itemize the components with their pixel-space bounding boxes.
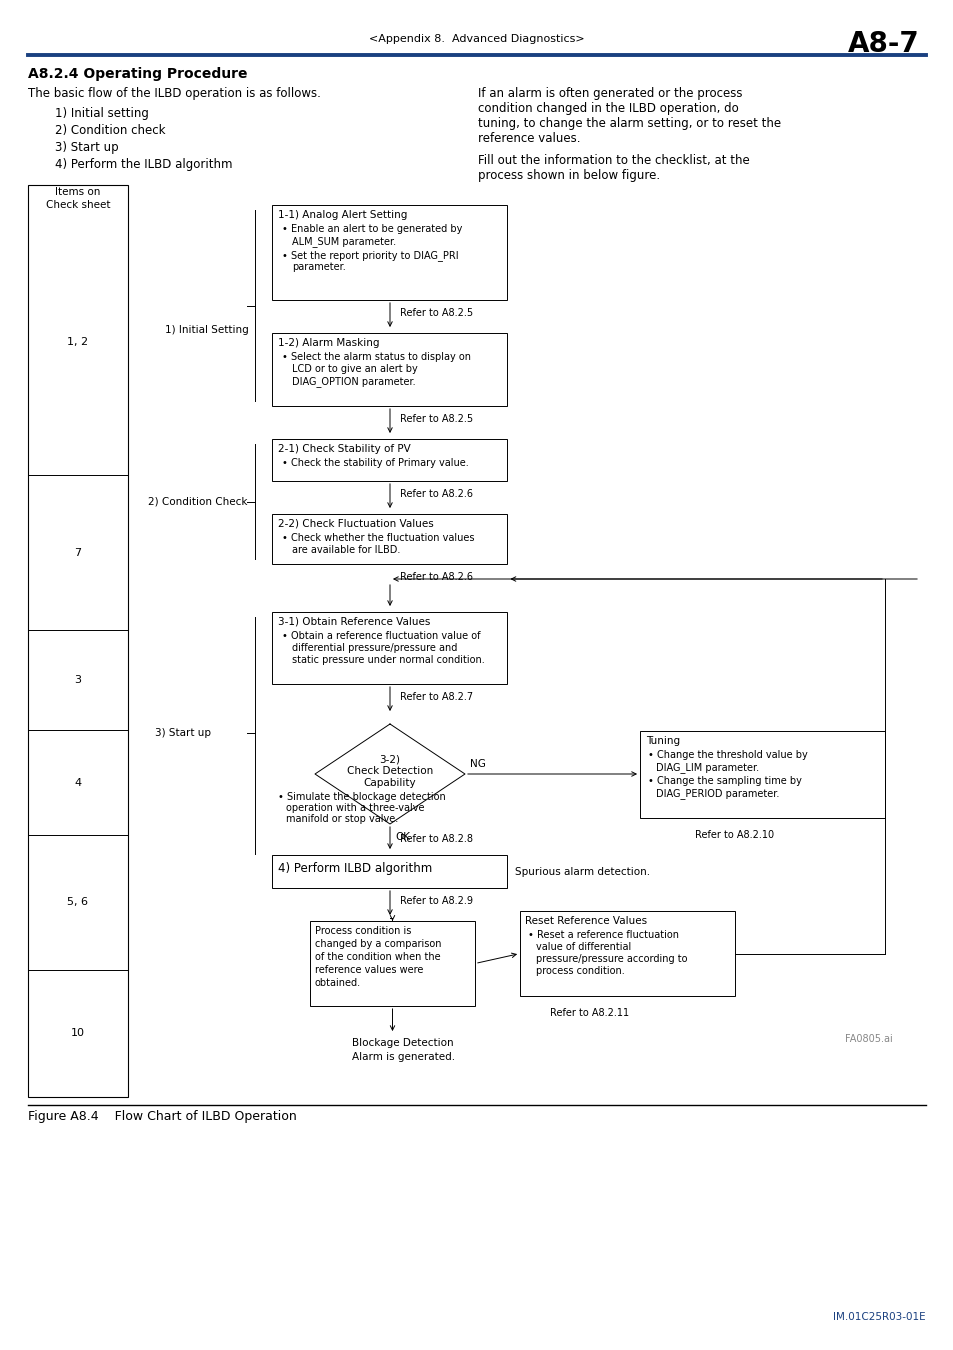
Bar [273, 612, 507, 684]
Text: The basic flow of the ILBD operation is as follows.: The basic flow of the ILBD operation is … [28, 86, 320, 100]
Text: value of differential: value of differential [536, 942, 631, 952]
Text: A8.2.4 Operating Procedure: A8.2.4 Operating Procedure [28, 68, 247, 81]
Text: 3) Start up: 3) Start up [154, 728, 211, 738]
Text: LCD or to give an alert by: LCD or to give an alert by [293, 364, 417, 374]
Text: static pressure under normal condition.: static pressure under normal condition. [293, 655, 485, 666]
Text: • Change the threshold value by: • Change the threshold value by [647, 751, 807, 760]
Text: If an alarm is often generated or the process: If an alarm is often generated or the pr… [477, 86, 741, 100]
Text: Refer to A8.2.6: Refer to A8.2.6 [399, 489, 473, 500]
Text: 3: 3 [74, 675, 81, 684]
Text: differential pressure/pressure and: differential pressure/pressure and [293, 643, 457, 653]
Bar [639, 730, 884, 818]
Bar [273, 333, 507, 406]
Text: Items on: Items on [55, 188, 101, 197]
Text: • Change the sampling time by: • Change the sampling time by [647, 776, 801, 787]
Text: parameter.: parameter. [293, 262, 346, 271]
Bar [310, 921, 475, 1006]
Bar [273, 855, 507, 888]
Text: Refer to A8.2.7: Refer to A8.2.7 [399, 693, 473, 702]
Text: 4: 4 [74, 778, 81, 787]
Text: OK: OK [395, 832, 410, 842]
Text: DIAG_OPTION parameter.: DIAG_OPTION parameter. [293, 377, 416, 387]
Text: 4) Perform ILBD algorithm: 4) Perform ILBD algorithm [278, 863, 433, 875]
Text: Refer to A8.2.11: Refer to A8.2.11 [550, 1008, 628, 1018]
Text: Figure A8.4    Flow Chart of ILBD Operation: Figure A8.4 Flow Chart of ILBD Operation [28, 1110, 296, 1123]
Text: • Check whether the fluctuation values: • Check whether the fluctuation values [282, 533, 475, 543]
Text: • Enable an alert to be generated by: • Enable an alert to be generated by [282, 224, 462, 234]
Text: NG: NG [470, 759, 485, 769]
Bar [273, 514, 507, 564]
Text: Spurious alarm detection.: Spurious alarm detection. [515, 867, 650, 878]
Text: 1-2) Alarm Masking: 1-2) Alarm Masking [278, 338, 379, 348]
Text: Refer to A8.2.10: Refer to A8.2.10 [695, 829, 773, 840]
Text: condition changed in the ILBD operation, do: condition changed in the ILBD operation,… [477, 103, 738, 115]
Text: process shown in below figure.: process shown in below figure. [477, 169, 659, 182]
Text: Refer to A8.2.8: Refer to A8.2.8 [399, 834, 473, 844]
Text: Check sheet: Check sheet [46, 200, 111, 211]
Text: reference values were: reference values were [314, 965, 423, 975]
Text: 3-2): 3-2) [379, 755, 400, 764]
Text: Refer to A8.2.6: Refer to A8.2.6 [399, 572, 473, 582]
Text: Reset Reference Values: Reset Reference Values [524, 917, 646, 926]
Text: 1) Initial Setting: 1) Initial Setting [165, 325, 249, 335]
Text: 1-1) Analog Alert Setting: 1-1) Analog Alert Setting [278, 211, 408, 220]
Text: 1, 2: 1, 2 [68, 338, 89, 347]
Text: Fill out the information to the checklist, at the: Fill out the information to the checklis… [477, 154, 749, 167]
Text: <Appendix 8.  Advanced Diagnostics>: <Appendix 8. Advanced Diagnostics> [369, 34, 584, 45]
Text: • Simulate the blockage detection: • Simulate the blockage detection [278, 792, 446, 802]
Text: • Reset a reference fluctuation: • Reset a reference fluctuation [527, 930, 679, 940]
Text: • Select the alarm status to display on: • Select the alarm status to display on [282, 352, 471, 362]
Text: Process condition is: Process condition is [314, 926, 411, 936]
Text: DIAG_PERIOD parameter.: DIAG_PERIOD parameter. [656, 788, 779, 799]
Text: obtained.: obtained. [314, 977, 361, 988]
Text: 3-1) Obtain Reference Values: 3-1) Obtain Reference Values [278, 617, 431, 626]
Text: 10: 10 [71, 1029, 85, 1038]
Text: 4) Perform the ILBD algorithm: 4) Perform the ILBD algorithm [55, 158, 233, 171]
Text: • Check the stability of Primary value.: • Check the stability of Primary value. [282, 458, 469, 468]
Text: A8-7: A8-7 [847, 30, 919, 58]
Bar [28, 185, 128, 1098]
Text: 2-2) Check Fluctuation Values: 2-2) Check Fluctuation Values [278, 518, 434, 529]
Text: are available for ILBD.: are available for ILBD. [293, 545, 400, 555]
Text: 7: 7 [74, 548, 81, 558]
Text: of the condition when the: of the condition when the [314, 952, 440, 963]
Text: reference values.: reference values. [477, 132, 579, 144]
Text: IM.01C25R03-01E: IM.01C25R03-01E [833, 1312, 925, 1322]
Text: 1) Initial setting: 1) Initial setting [55, 107, 149, 120]
Text: ALM_SUM parameter.: ALM_SUM parameter. [293, 236, 396, 247]
Text: 2-1) Check Stability of PV: 2-1) Check Stability of PV [278, 444, 411, 454]
Text: Refer to A8.2.5: Refer to A8.2.5 [399, 308, 473, 319]
Text: • Obtain a reference fluctuation value of: • Obtain a reference fluctuation value o… [282, 630, 480, 641]
Text: 2) Condition check: 2) Condition check [55, 124, 165, 136]
Text: FA0805.ai: FA0805.ai [844, 1034, 892, 1044]
Bar [519, 911, 734, 996]
Text: operation with a three-valve: operation with a three-valve [286, 803, 424, 813]
Text: Blockage Detection: Blockage Detection [352, 1038, 454, 1048]
Text: DIAG_LIM parameter.: DIAG_LIM parameter. [656, 763, 759, 774]
Text: manifold or stop valve.: manifold or stop valve. [286, 814, 398, 824]
Text: • Set the report priority to DIAG_PRI: • Set the report priority to DIAG_PRI [282, 250, 458, 261]
Text: changed by a comparison: changed by a comparison [314, 940, 441, 949]
Bar [273, 205, 507, 300]
Text: Refer to A8.2.9: Refer to A8.2.9 [399, 896, 473, 906]
Bar [273, 439, 507, 481]
Text: Refer to A8.2.5: Refer to A8.2.5 [399, 414, 473, 424]
Text: 5, 6: 5, 6 [68, 898, 89, 907]
Text: Tuning: Tuning [645, 737, 679, 747]
Text: Check Detection: Check Detection [347, 765, 433, 776]
Text: Alarm is generated.: Alarm is generated. [352, 1052, 456, 1062]
Text: process condition.: process condition. [536, 967, 624, 976]
Text: Capability: Capability [363, 778, 416, 788]
Text: pressure/pressure according to: pressure/pressure according to [536, 954, 687, 964]
Text: 3) Start up: 3) Start up [55, 140, 118, 154]
Text: 2) Condition Check: 2) Condition Check [148, 497, 247, 506]
Text: tuning, to change the alarm setting, or to reset the: tuning, to change the alarm setting, or … [477, 117, 781, 130]
